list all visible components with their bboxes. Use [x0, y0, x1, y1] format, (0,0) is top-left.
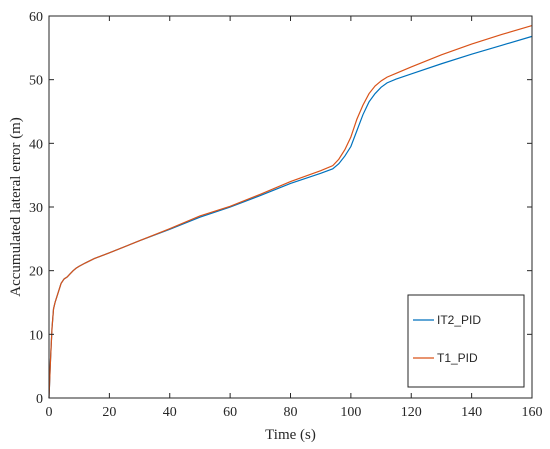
y-tick-label: 20: [29, 265, 43, 280]
y-tick-label: 50: [29, 74, 43, 89]
x-axis-title: Time (s): [265, 427, 316, 443]
y-axis-title: Accumulated lateral error (m): [8, 117, 24, 297]
legend-label-it2-pid: IT2_PID: [437, 313, 481, 327]
x-tick-label: 120: [401, 405, 422, 420]
legend-box: [407, 294, 525, 388]
x-tick-label: 140: [461, 405, 482, 420]
x-tick-label: 160: [522, 405, 543, 420]
axes: 0 20 40 60 80 100 120 140 160 0 10 20 30 40 50 60: [29, 10, 543, 420]
y-tick-label: 10: [29, 328, 43, 343]
y-tick-label: 40: [29, 137, 43, 152]
y-tick-label: 0: [36, 392, 43, 407]
y-tick-label: 30: [29, 201, 43, 216]
x-tick-label: 0: [46, 405, 53, 420]
x-tick-label: 100: [340, 405, 361, 420]
x-tick-label: 20: [102, 405, 116, 420]
legend: IT2_PID T1_PID: [407, 294, 525, 388]
plot-area: [48, 24, 533, 399]
x-tick-label: 60: [223, 405, 237, 420]
series-line-t1-pid: [48, 24, 533, 399]
y-tick-label: 60: [29, 10, 43, 25]
x-tick-label: 40: [163, 405, 177, 420]
legend-label-t1-pid: T1_PID: [437, 351, 478, 365]
x-tick-label: 80: [284, 405, 298, 420]
